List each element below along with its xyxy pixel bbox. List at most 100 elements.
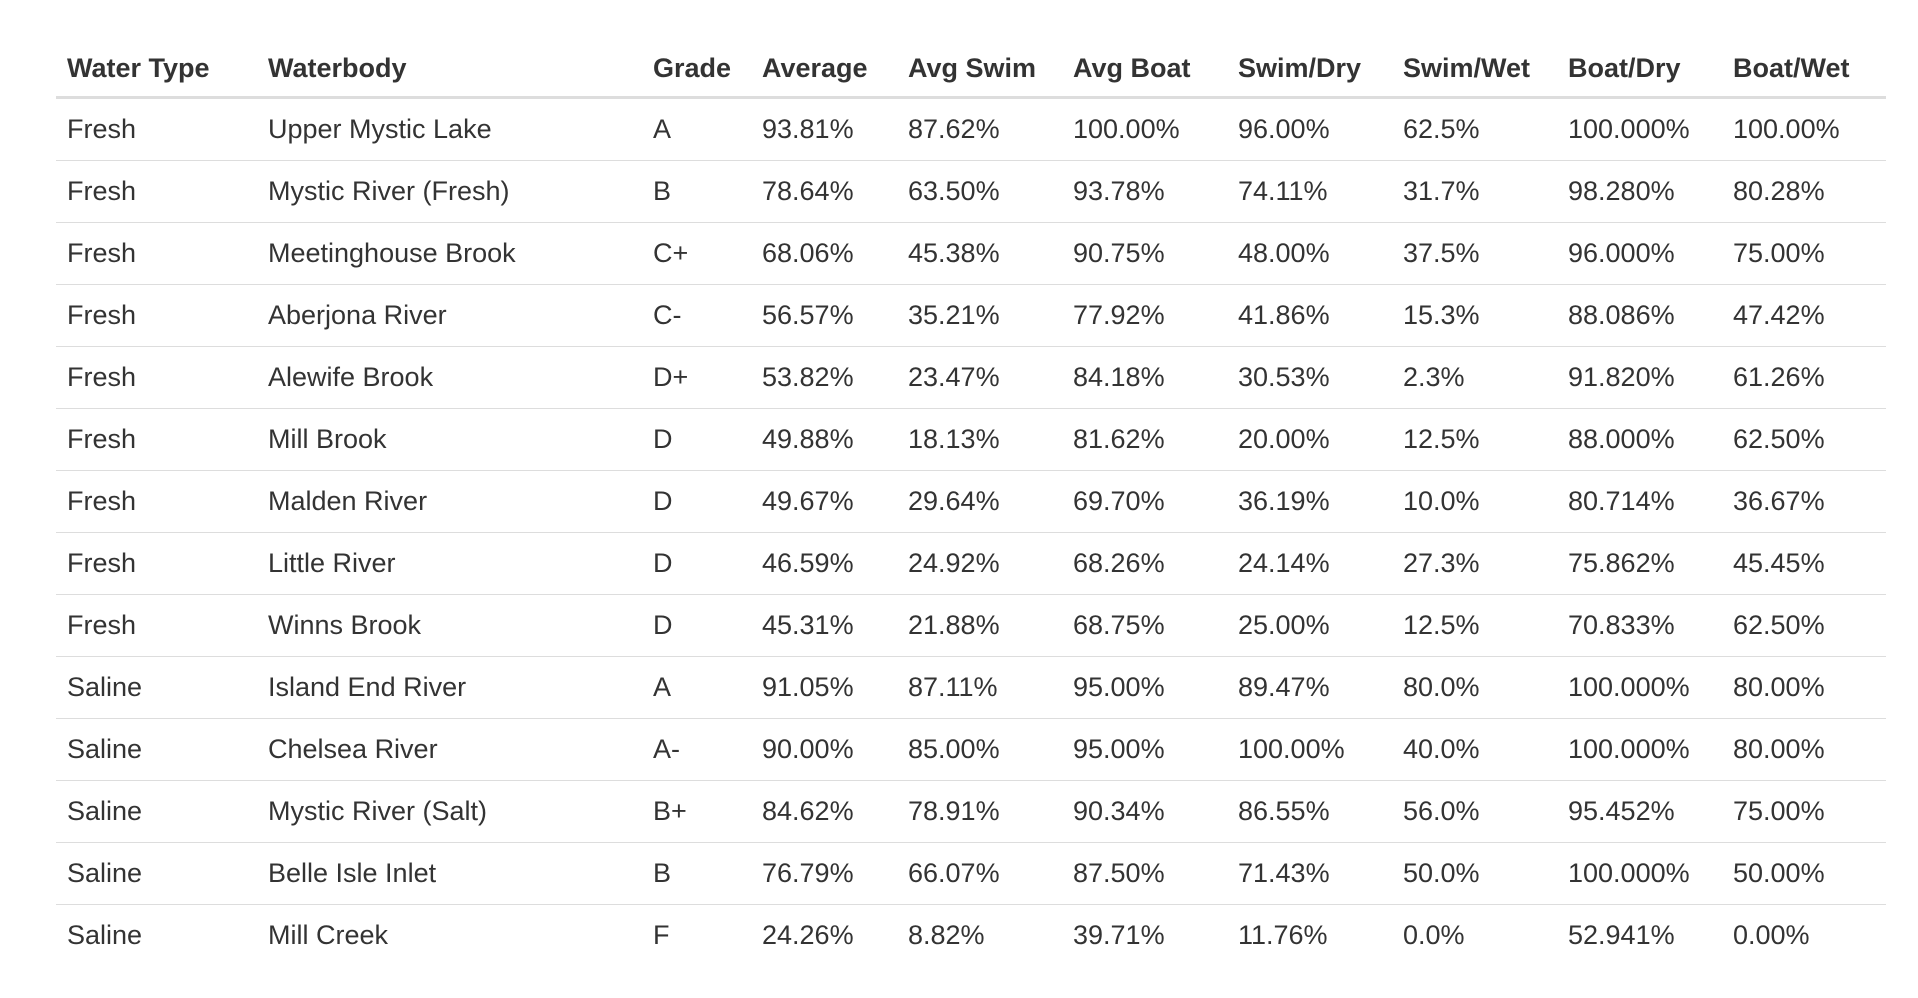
avg-swim-cell: 45.38% [897, 222, 1062, 285]
average-cell: 53.82% [751, 346, 897, 409]
swim-wet-cell: 50.0% [1392, 842, 1557, 905]
average-cell: 49.88% [751, 408, 897, 471]
avg-swim-cell: 63.50% [897, 160, 1062, 223]
swim-dry-cell: 36.19% [1227, 470, 1392, 533]
grade-cell: D [642, 470, 751, 533]
waterbody-cell: Aberjona River [257, 284, 642, 347]
grade-cell: A [642, 656, 751, 719]
swim-dry-cell: 71.43% [1227, 842, 1392, 905]
waterbody-cell: Upper Mystic Lake [257, 97, 642, 161]
avg-swim-cell: 85.00% [897, 718, 1062, 781]
water-type-cell: Fresh [56, 160, 257, 223]
grade-cell: D [642, 594, 751, 657]
swim-dry-cell: 20.00% [1227, 408, 1392, 471]
water-type-cell: Fresh [56, 97, 257, 161]
avg-boat-cell: 69.70% [1062, 470, 1227, 533]
swim-wet-cell: 12.5% [1392, 594, 1557, 657]
boat-dry-cell: 52.941% [1568, 920, 1675, 950]
avg-boat-cell: 95.00% [1062, 656, 1227, 719]
water-quality-table: Water Type Waterbody Grade Average Avg S… [56, 40, 1886, 966]
boat-dry-cell: 96.000% [1557, 222, 1722, 285]
water-quality-table-container: Water Type Waterbody Grade Average Avg S… [56, 40, 1886, 966]
boat-wet-cell: 80.00% [1722, 656, 1886, 719]
average-cell: 91.05% [751, 656, 897, 719]
avg-swim-cell: 21.88% [897, 594, 1062, 657]
average-cell: 56.57% [751, 284, 897, 347]
avg-swim-cell: 18.13% [897, 408, 1062, 471]
water-type-cell: Fresh [56, 408, 257, 471]
table-row: Fresh Winns Brook D 45.31% 21.88% 68.75% 25.00… [56, 594, 1886, 657]
swim-dry-cell: 25.00% [1227, 594, 1392, 657]
waterbody-cell: Mystic River (Fresh) [257, 160, 642, 223]
boat-wet-cell: 75.00% [1722, 780, 1886, 843]
boat-wet-cell: 80.00% [1722, 718, 1886, 781]
boat-dry-cell: 100.000% [1557, 656, 1722, 719]
column-header-average: Average [751, 40, 897, 99]
boat-wet-cell: 0.00% [1733, 920, 1810, 950]
average-cell: 78.64% [751, 160, 897, 223]
water-type-cell: Saline [56, 780, 257, 843]
swim-dry-cell: 30.53% [1227, 346, 1392, 409]
swim-wet-cell: 15.3% [1392, 284, 1557, 347]
boat-wet-cell: 45.45% [1722, 532, 1886, 595]
boat-dry-cell: 88.086% [1557, 284, 1722, 347]
water-type-cell: Saline [56, 842, 257, 905]
table-row: Saline Island End River A 91.05% 87.11% 95.00… [56, 656, 1886, 719]
grade-cell: D+ [642, 346, 751, 409]
average-cell: 45.31% [751, 594, 897, 657]
boat-dry-cell: 75.862% [1557, 532, 1722, 595]
waterbody-cell: Meetinghouse Brook [257, 222, 642, 285]
avg-boat-cell: 95.00% [1062, 718, 1227, 781]
average-cell: 68.06% [751, 222, 897, 285]
column-header-boat-dry: Boat/Dry [1557, 40, 1722, 99]
swim-wet-cell: 10.0% [1392, 470, 1557, 533]
boat-wet-cell: 75.00% [1722, 222, 1886, 285]
boat-wet-cell: 36.67% [1722, 470, 1886, 533]
water-type-cell: Fresh [56, 470, 257, 533]
average-cell: 90.00% [751, 718, 897, 781]
boat-wet-cell: 47.42% [1722, 284, 1886, 347]
boat-dry-cell: 80.714% [1557, 470, 1722, 533]
waterbody-cell: Mill Creek [268, 920, 389, 950]
boat-wet-cell: 62.50% [1722, 594, 1886, 657]
avg-boat-cell: 100.00% [1062, 97, 1227, 161]
average-cell: 76.79% [751, 842, 897, 905]
table-row: Fresh Mill Brook D 49.88% 18.13% 81.62% 20.00%… [56, 408, 1886, 471]
avg-boat-cell: 81.62% [1062, 408, 1227, 471]
swim-wet-cell: 56.0% [1392, 780, 1557, 843]
table-body: Fresh Upper Mystic Lake A 93.81% 87.62% 100.0… [56, 97, 1886, 967]
column-header-grade: Grade [642, 40, 751, 99]
table-row: Saline Chelsea River A- 90.00% 85.00% 95.00% 1… [56, 718, 1886, 781]
boat-dry-cell: 98.280% [1557, 160, 1722, 223]
waterbody-cell: Mystic River (Salt) [257, 780, 642, 843]
boat-wet-cell: 62.50% [1722, 408, 1886, 471]
avg-swim-cell: 87.11% [897, 656, 1062, 719]
average-cell: 84.62% [751, 780, 897, 843]
avg-boat-cell: 84.18% [1062, 346, 1227, 409]
column-header-avg-boat: Avg Boat [1062, 40, 1227, 99]
waterbody-cell: Chelsea River [257, 718, 642, 781]
water-type-cell: Fresh [56, 284, 257, 347]
avg-swim-cell: 29.64% [897, 470, 1062, 533]
boat-wet-cell: 100.00% [1722, 97, 1886, 161]
boat-wet-cell: 50.00% [1722, 842, 1886, 905]
water-type-cell: Saline [56, 656, 257, 719]
water-type-cell: Fresh [56, 222, 257, 285]
avg-swim-cell: 66.07% [897, 842, 1062, 905]
column-header-water-type: Water Type [56, 40, 257, 99]
swim-dry-cell: 89.47% [1227, 656, 1392, 719]
waterbody-cell: Belle Isle Inlet [257, 842, 642, 905]
swim-wet-cell: 2.3% [1392, 346, 1557, 409]
column-header-waterbody: Waterbody [257, 40, 642, 99]
avg-swim-cell: 8.82% [908, 920, 985, 950]
water-type-cell: Fresh [56, 346, 257, 409]
average-cell: 49.67% [751, 470, 897, 533]
grade-cell: C+ [642, 222, 751, 285]
boat-dry-cell: 100.000% [1557, 842, 1722, 905]
boat-dry-cell: 91.820% [1557, 346, 1722, 409]
swim-wet-cell: 12.5% [1392, 408, 1557, 471]
water-type-cell: Saline [56, 718, 257, 781]
waterbody-cell: Alewife Brook [257, 346, 642, 409]
table-header: Water Type Waterbody Grade Average Avg S… [56, 40, 1886, 99]
waterbody-cell: Island End River [257, 656, 642, 719]
